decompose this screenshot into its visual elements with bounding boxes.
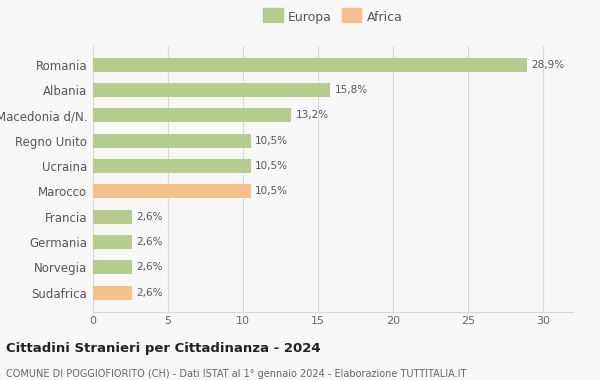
Text: 2,6%: 2,6% xyxy=(137,262,163,272)
Bar xyxy=(93,210,132,223)
Text: 10,5%: 10,5% xyxy=(255,186,288,196)
Bar xyxy=(93,58,527,71)
Bar xyxy=(93,159,251,173)
Text: 2,6%: 2,6% xyxy=(137,237,163,247)
Text: 10,5%: 10,5% xyxy=(255,136,288,146)
Bar xyxy=(93,260,132,274)
Text: 10,5%: 10,5% xyxy=(255,161,288,171)
Text: Cittadini Stranieri per Cittadinanza - 2024: Cittadini Stranieri per Cittadinanza - 2… xyxy=(6,342,320,355)
Text: COMUNE DI POGGIOFIORITO (CH) - Dati ISTAT al 1° gennaio 2024 - Elaborazione TUTT: COMUNE DI POGGIOFIORITO (CH) - Dati ISTA… xyxy=(6,369,466,378)
Text: 15,8%: 15,8% xyxy=(335,85,368,95)
Text: 2,6%: 2,6% xyxy=(137,212,163,222)
Bar xyxy=(93,108,291,122)
Bar xyxy=(93,83,330,97)
Text: 28,9%: 28,9% xyxy=(531,60,564,70)
Bar xyxy=(93,235,132,249)
Legend: Europa, Africa: Europa, Africa xyxy=(260,8,406,26)
Text: 13,2%: 13,2% xyxy=(296,110,329,120)
Bar xyxy=(93,184,251,198)
Text: 2,6%: 2,6% xyxy=(137,288,163,298)
Bar xyxy=(93,286,132,299)
Bar xyxy=(93,134,251,147)
